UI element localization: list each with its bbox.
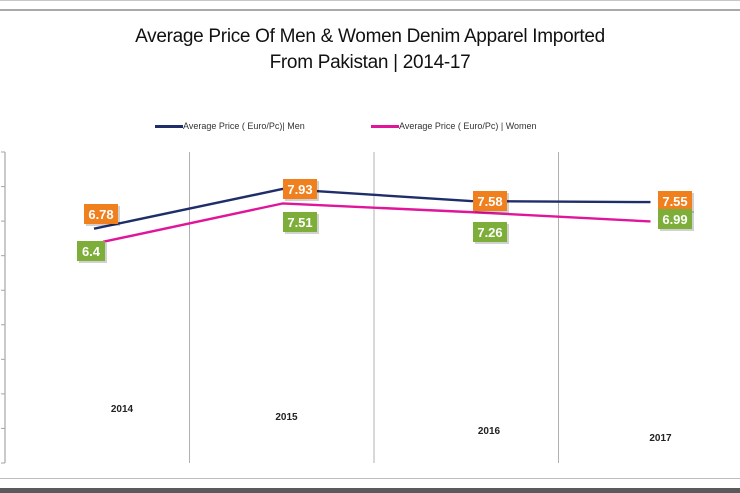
data-label-men: 7.93 [283, 179, 319, 201]
data-label-box [658, 209, 692, 229]
top-border [0, 0, 740, 1]
data-label-men: 7.58 [473, 191, 509, 213]
data-label-box [473, 191, 507, 211]
data-label-women: 7.51 [283, 212, 319, 234]
data-label-text: 6.99 [662, 212, 687, 227]
data-label-text: 7.58 [477, 194, 502, 209]
data-label-text: 7.26 [477, 225, 502, 240]
data-label-box [77, 241, 105, 261]
chart-title-line-1: Average Price Of Men & Women Denim Appar… [135, 26, 605, 47]
legend: Average Price ( Euro/Pc)| Men Average Pr… [0, 121, 740, 135]
top-border-rule [0, 9, 740, 11]
data-label-women: 6.4 [77, 241, 107, 263]
bottom-border-bar [0, 488, 740, 493]
data-label-text: 6.78 [88, 207, 113, 222]
x-tick-label: 2017 [649, 433, 672, 444]
data-label-men: 7.55 [658, 191, 694, 213]
data-label-text: 7.55 [662, 194, 687, 209]
data-label-box [84, 204, 118, 224]
x-tick-label: 2014 [111, 404, 134, 415]
data-label-text: 7.51 [287, 215, 312, 230]
series-line-men [93, 187, 651, 230]
bottom-border [0, 478, 740, 479]
legend-swatch-men [155, 124, 183, 128]
legend-item-men: Average Price ( Euro/Pc)| Men [155, 121, 305, 131]
chart-title-line-2: From Pakistan | 2014-17 [269, 52, 471, 73]
data-label-box [283, 212, 317, 232]
legend-label-men: Average Price ( Euro/Pc)| Men [183, 121, 305, 131]
data-label-women: 7.26 [473, 222, 509, 244]
series-line-women [102, 202, 651, 244]
data-label-box [473, 222, 507, 242]
data-label-text: 7.93 [287, 182, 312, 197]
data-label-women: 6.99 [658, 209, 694, 231]
legend-item-women: Average Price ( Euro/Pc) | Women [371, 121, 537, 131]
data-label-text: 6.4 [82, 244, 101, 259]
x-tick-label: 2016 [478, 426, 501, 437]
data-label-men: 6.78 [84, 204, 120, 226]
data-label-box [283, 179, 317, 199]
data-label-box [658, 191, 692, 211]
chart-title: Average Price Of Men & Women Denim Appar… [0, 24, 740, 76]
x-tick-label: 2015 [275, 412, 298, 423]
legend-label-women: Average Price ( Euro/Pc) | Women [399, 121, 537, 131]
legend-swatch-women [371, 124, 399, 128]
